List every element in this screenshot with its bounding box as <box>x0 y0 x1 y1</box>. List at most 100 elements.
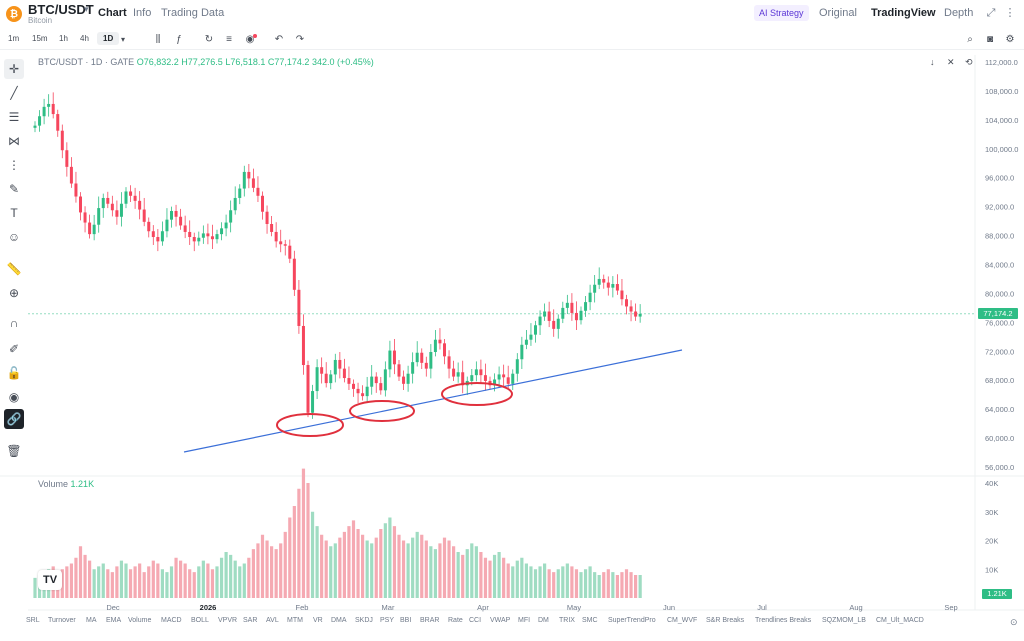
indicator-dma[interactable]: DMA <box>331 617 347 624</box>
timeframe-1m[interactable]: 1m <box>8 34 20 43</box>
indicator-brar[interactable]: BRAR <box>420 617 440 624</box>
candles <box>33 92 642 419</box>
tab-original[interactable]: Original <box>819 7 857 19</box>
volume-bars <box>33 468 642 598</box>
link-icon[interactable]: 🔗 <box>4 409 24 429</box>
time-axis: Dec 2026 Feb Mar Apr May Jun Jul Aug Sep <box>106 603 957 612</box>
pattern-tool-icon[interactable]: ⋈ <box>8 134 20 148</box>
indicator-supertrendpro[interactable]: SuperTrendPro <box>608 617 656 624</box>
indicator-ma[interactable]: MA <box>86 617 97 624</box>
arrow-down-icon[interactable]: ↓ <box>930 57 935 67</box>
candle-body <box>115 210 119 217</box>
candle-body <box>133 195 137 201</box>
indicator-s-r-breaks[interactable]: S&R Breaks <box>706 617 745 624</box>
timeframe-1h[interactable]: 1h <box>59 34 68 43</box>
indicator-bbi[interactable]: BBI <box>400 617 412 624</box>
volume-bar <box>597 575 601 598</box>
volume-bar <box>524 563 528 598</box>
indicator-turnover[interactable]: Turnover <box>48 617 76 624</box>
indicator-avl[interactable]: AVL <box>266 617 279 624</box>
indicator-vpvr[interactable]: VPVR <box>218 617 238 624</box>
indicators-icon[interactable]: ƒ <box>176 34 182 45</box>
brush-icon[interactable]: ✎ <box>8 182 20 196</box>
emoji-icon[interactable]: ☺ <box>7 230 21 244</box>
volume-bar <box>579 572 583 598</box>
indicator-mfi[interactable]: MFI <box>518 617 531 624</box>
lock-drawing-icon[interactable]: ✐ <box>8 342 20 356</box>
search-icon[interactable]: ⌕ <box>967 34 973 45</box>
timeframe-dropdown-icon[interactable]: ▾ <box>120 35 125 44</box>
indicator-boll[interactable]: BOLL <box>191 617 209 624</box>
eye-icon[interactable]: ◉ <box>8 390 20 404</box>
magnet-icon[interactable]: ∩ <box>9 316 19 330</box>
tab-trading-data[interactable]: Trading Data <box>161 7 225 19</box>
indicator-sqzmom-lb[interactable]: SQZMOM_LB <box>822 617 866 624</box>
candle-body <box>543 311 547 317</box>
indicator-volume[interactable]: Volume <box>128 617 152 624</box>
volume-bar <box>552 572 556 598</box>
settings-icon[interactable]: ⊙ <box>1010 617 1018 627</box>
volume-bar <box>142 572 146 598</box>
indicator-dm[interactable]: DM <box>538 617 549 624</box>
timeframe-4h[interactable]: 4h <box>80 34 89 43</box>
crosshair-icon[interactable]: ✛ <box>4 59 24 79</box>
trash-icon[interactable]: 🗑 <box>6 444 22 458</box>
pair-selector[interactable]: BTC/USDT <box>28 2 94 17</box>
trendline-tool-icon[interactable]: ╱ <box>10 86 18 100</box>
volume-bar <box>106 569 110 598</box>
candle-body <box>506 377 510 384</box>
zoom-in-icon[interactable]: ⊕ <box>8 286 20 300</box>
indicator-skdj[interactable]: SKDJ <box>355 617 373 624</box>
volume-bar <box>406 543 410 598</box>
record-icon[interactable]: ◉ <box>243 33 257 47</box>
indicator-vr[interactable]: VR <box>313 617 323 624</box>
ai-strategy-button[interactable]: AI Strategy <box>754 5 809 21</box>
indicator-cm-ult-macd[interactable]: CM_Ult_MACD <box>876 617 924 624</box>
indicator-srl[interactable]: SRL <box>26 617 40 624</box>
indicator-rate[interactable]: Rate <box>448 617 463 624</box>
tab-chart[interactable]: Chart <box>98 7 127 19</box>
indicator-vwap[interactable]: VWAP <box>490 617 511 624</box>
candle-body <box>556 318 560 329</box>
more-icon[interactable]: ⋮ <box>1004 7 1016 19</box>
timeframe-15m[interactable]: 15m <box>32 34 48 43</box>
candle-body <box>361 393 365 397</box>
indicator-trix[interactable]: TRIX <box>559 617 575 624</box>
caret-down-icon[interactable]: ▾ <box>84 4 89 14</box>
settings-list-icon[interactable]: ≡ <box>226 34 232 45</box>
volume-bar <box>511 566 515 598</box>
indicator-cci[interactable]: CCI <box>469 617 482 624</box>
sync-icon[interactable]: ⟲ <box>965 57 973 67</box>
candle-type-icon[interactable]: ⫼ <box>155 34 161 45</box>
candle-body <box>570 302 574 313</box>
lock-icon[interactable]: 🔓 <box>6 366 22 380</box>
refresh-icon[interactable]: ↻ <box>204 34 214 45</box>
horizontal-lines-icon[interactable]: ☰ <box>8 110 20 124</box>
indicator-ema[interactable]: EMA <box>106 617 122 624</box>
indicator-mtm[interactable]: MTM <box>287 617 303 624</box>
high-value: H77,276.5 <box>181 57 223 67</box>
indicator-trendlines-breaks[interactable]: Trendlines Breaks <box>755 617 812 624</box>
volume-bar <box>265 540 269 598</box>
timeframe-1d[interactable]: 1D <box>97 32 120 45</box>
time-tick-label: Dec <box>106 603 120 612</box>
indicator-psy[interactable]: PSY <box>380 617 395 624</box>
undo-icon[interactable]: ↶ <box>274 34 284 45</box>
fib-tool-icon[interactable]: ⋮ <box>8 158 20 172</box>
tab-info[interactable]: Info <box>133 7 152 19</box>
text-tool-icon[interactable]: T <box>10 206 18 220</box>
ruler-icon[interactable]: 📏 <box>6 262 22 276</box>
close-icon[interactable]: ✕ <box>947 57 955 67</box>
expand-icon[interactable]: ⤢ <box>986 7 996 19</box>
camera-icon[interactable]: ◙ <box>986 34 994 45</box>
tab-depth[interactable]: Depth <box>944 7 974 19</box>
indicator-macd[interactable]: MACD <box>161 617 182 624</box>
indicator-cm-wvf[interactable]: CM_WVF <box>667 617 698 624</box>
gear-icon[interactable]: ⚙ <box>1005 34 1015 45</box>
indicator-smc[interactable]: SMC <box>582 617 598 624</box>
volume-label: Volume <box>38 479 69 489</box>
indicator-sar[interactable]: SAR <box>243 617 258 624</box>
redo-icon[interactable]: ↷ <box>295 34 305 45</box>
tab-tradingview[interactable]: TradingView <box>871 7 936 19</box>
